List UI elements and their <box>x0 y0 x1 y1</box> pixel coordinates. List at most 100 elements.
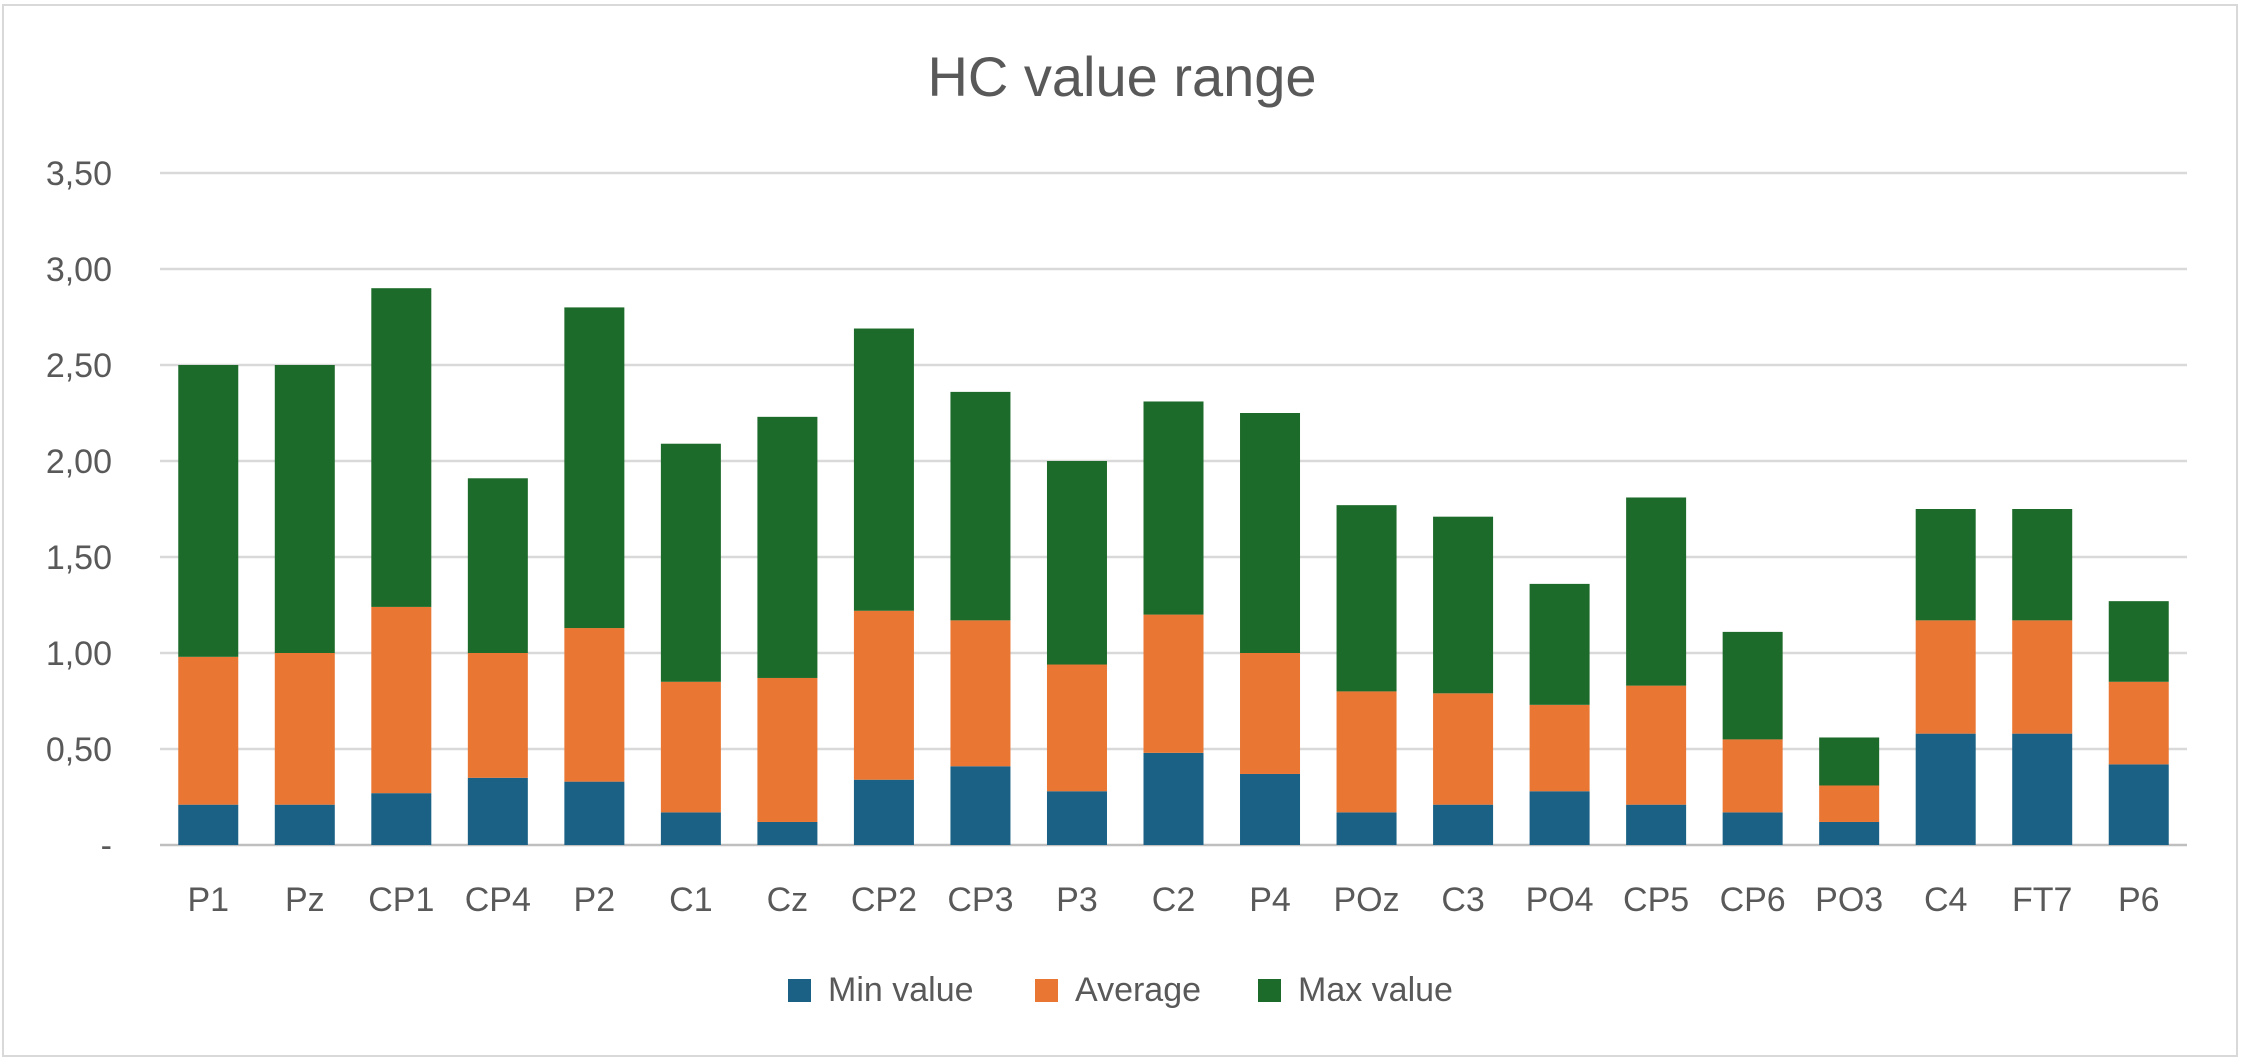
bar-min-value-cp5 <box>1626 804 1687 845</box>
bar-max-value-cp4 <box>467 478 528 653</box>
y-tick-label: 3,50 <box>46 155 112 193</box>
bar-max-value-cp1 <box>371 288 432 607</box>
x-tick-label: CP5 <box>1623 881 1689 919</box>
bar-average-c1 <box>660 681 721 813</box>
bar-min-value-p4 <box>1240 773 1301 845</box>
x-tick-label: PO4 <box>1526 881 1594 919</box>
bar-max-value-po3 <box>1819 737 1880 786</box>
bar-max-value-cp6 <box>1722 631 1783 740</box>
y-tick-label: 2,50 <box>46 347 112 385</box>
bar-max-value-c3 <box>1433 516 1494 694</box>
bar-max-value-p2 <box>564 307 625 629</box>
y-axis-ticks: - 0,50 1,00 1,50 2,00 2,50 3,00 3,50 <box>46 155 112 865</box>
x-tick-label: CP6 <box>1720 881 1786 919</box>
x-tick-label: P6 <box>2118 881 2160 919</box>
bar-min-value-poz <box>1336 812 1397 845</box>
bar-average-cp2 <box>853 610 914 780</box>
x-tick-label: FT7 <box>2012 881 2072 919</box>
x-tick-label: C1 <box>669 881 712 919</box>
x-tick-label: CP1 <box>368 881 434 919</box>
bar-average-p4 <box>1240 653 1301 774</box>
bar-average-p1 <box>178 656 239 805</box>
bar-min-value-cp6 <box>1722 812 1783 845</box>
y-tick-label: 0,50 <box>46 731 112 769</box>
x-tick-label: CP2 <box>851 881 917 919</box>
x-tick-label: CP3 <box>947 881 1013 919</box>
legend-swatch <box>788 979 811 1002</box>
bar-min-value-p1 <box>178 804 239 845</box>
bar-max-value-cz <box>757 416 818 678</box>
bar-min-value-c1 <box>660 812 721 845</box>
bar-min-value-c3 <box>1433 804 1494 845</box>
bar-max-value-c2 <box>1143 401 1204 615</box>
legend: Min value Average Max value <box>788 971 1453 1009</box>
legend-label: Min value <box>828 971 974 1009</box>
bar-average-cp3 <box>950 620 1011 767</box>
bar-max-value-po4 <box>1529 583 1590 705</box>
bar-average-cz <box>757 677 818 822</box>
bar-average-po4 <box>1529 704 1590 792</box>
bar-average-p2 <box>564 628 625 782</box>
bar-max-value-p3 <box>1046 461 1107 665</box>
bar-average-p3 <box>1046 664 1107 792</box>
x-tick-label: P4 <box>1249 881 1291 919</box>
bar-min-value-c4 <box>1915 733 1976 845</box>
bar-average-c3 <box>1433 693 1494 805</box>
bar-min-value-p6 <box>2108 764 2169 845</box>
x-tick-label: POz <box>1333 881 1399 919</box>
bar-min-value-p2 <box>564 781 625 845</box>
bar-max-value-cp2 <box>853 328 914 611</box>
bar-average-ft7 <box>2012 620 2073 734</box>
legend-swatch <box>1035 979 1058 1002</box>
bar-max-value-c4 <box>1915 509 1976 621</box>
bar-max-value-cp5 <box>1626 497 1687 686</box>
x-tick-label: C3 <box>1441 881 1484 919</box>
y-tick-label: 1,00 <box>46 635 112 673</box>
bar-max-value-p6 <box>2108 601 2169 682</box>
bar-max-value-poz <box>1336 505 1397 692</box>
bar-max-value-p1 <box>178 365 239 657</box>
x-tick-label: PO3 <box>1815 881 1883 919</box>
y-tick-label: 3,00 <box>46 251 112 289</box>
bar-average-poz <box>1336 691 1397 813</box>
bar-min-value-pz <box>274 804 335 845</box>
bars <box>178 288 2169 845</box>
legend-label: Max value <box>1298 971 1453 1009</box>
x-tick-label: P2 <box>574 881 616 919</box>
bar-average-pz <box>274 653 335 805</box>
legend-label: Average <box>1075 971 1201 1009</box>
chart-title: HC value range <box>927 45 1316 108</box>
x-tick-label: CP4 <box>465 881 531 919</box>
bar-average-c2 <box>1143 614 1204 753</box>
bar-average-c4 <box>1915 620 1976 734</box>
bar-min-value-cp1 <box>371 793 432 845</box>
bar-min-value-po4 <box>1529 791 1590 845</box>
x-tick-label: Cz <box>767 881 809 919</box>
bar-min-value-cp2 <box>853 779 914 845</box>
bar-max-value-c1 <box>660 443 721 682</box>
y-tick-label: 1,50 <box>46 539 112 577</box>
x-tick-label: P1 <box>187 881 229 919</box>
x-tick-label: Pz <box>285 881 325 919</box>
bar-min-value-cp3 <box>950 766 1011 845</box>
legend-swatch <box>1258 979 1281 1002</box>
bar-average-po3 <box>1819 785 1880 822</box>
bar-min-value-cz <box>757 821 818 845</box>
bar-max-value-ft7 <box>2012 509 2073 621</box>
bar-average-p6 <box>2108 681 2169 765</box>
y-tick-label: 2,00 <box>46 443 112 481</box>
x-axis-ticks: P1 Pz CP1 CP4 P2 C1 Cz CP2 CP3 P3 C2 P4 POz C3 PO4 CP5 C… <box>187 881 2159 919</box>
bar-max-value-pz <box>274 365 335 653</box>
bar-min-value-ft7 <box>2012 733 2073 845</box>
bar-max-value-cp3 <box>950 391 1011 621</box>
bar-average-cp6 <box>1722 739 1783 813</box>
x-tick-label: P3 <box>1056 881 1098 919</box>
x-tick-label: C2 <box>1152 881 1195 919</box>
x-tick-label: C4 <box>1924 881 1967 919</box>
bar-min-value-po3 <box>1819 821 1880 845</box>
bar-max-value-p4 <box>1240 413 1301 653</box>
bar-min-value-cp4 <box>467 777 528 845</box>
bar-average-cp4 <box>467 653 528 778</box>
bar-average-cp1 <box>371 606 432 794</box>
